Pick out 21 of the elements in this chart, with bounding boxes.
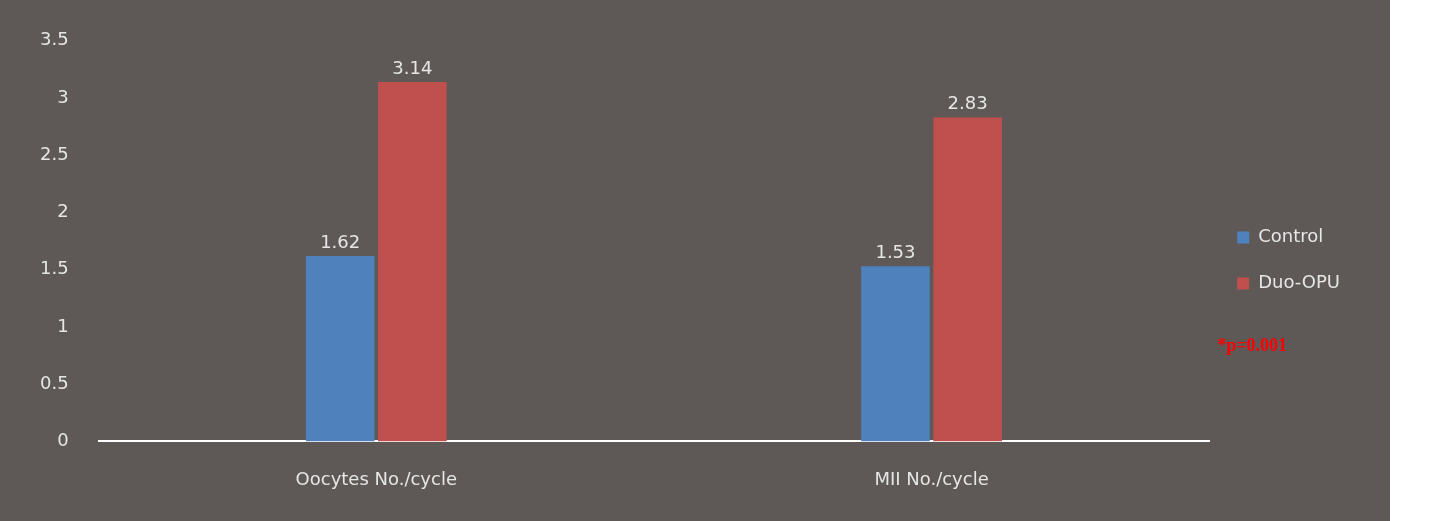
x-tick-label: MII No./cycle <box>874 467 989 489</box>
y-tick-label: 2.5 <box>39 142 69 164</box>
bar <box>305 255 375 442</box>
y-tick-label: 0 <box>57 429 69 451</box>
bar <box>933 117 1002 442</box>
y-tick-label: 1 <box>57 314 69 336</box>
y-tick-label: 3 <box>57 85 69 107</box>
legend-label: Duo-OPU <box>1258 271 1340 293</box>
x-tick-label: Oocytes No./cycle <box>295 467 457 489</box>
data-label: 2.83 <box>947 92 988 114</box>
text: *p=0.001 <box>1217 335 1287 356</box>
y-tick-label: 3.5 <box>39 28 69 50</box>
data-label: 1.62 <box>320 230 361 252</box>
legend-label: Control <box>1258 225 1324 247</box>
bar <box>378 82 447 442</box>
y-tick-label: 1.5 <box>39 257 69 279</box>
data-label: 3.14 <box>392 56 433 78</box>
data-label: 1.53 <box>875 240 916 262</box>
bar <box>861 266 930 442</box>
y-tick-label: 2 <box>57 200 69 222</box>
y-tick-label: 0.5 <box>39 371 69 393</box>
